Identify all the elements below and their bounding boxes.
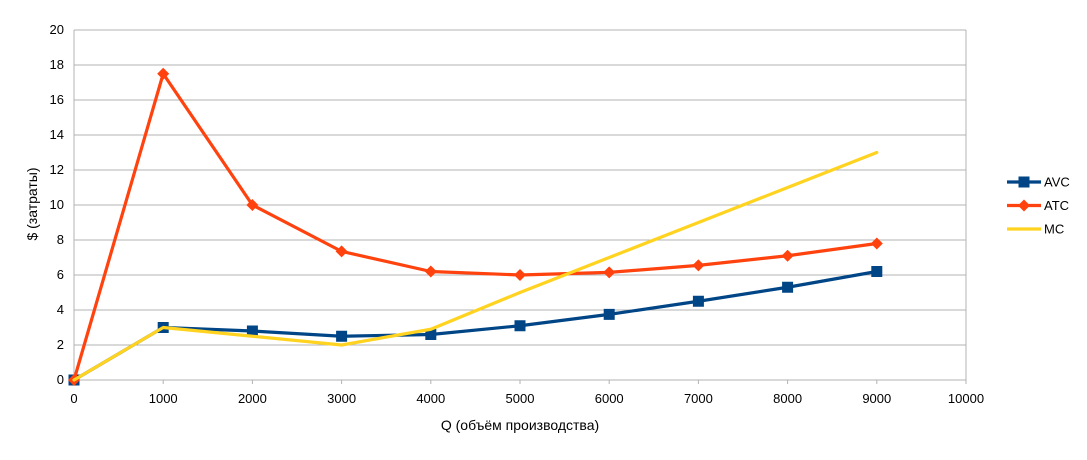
legend-marker (1018, 176, 1030, 188)
series-line-atc (72, 72, 879, 382)
data-point-atc (603, 266, 616, 279)
y-tick-label: 14 (50, 127, 64, 142)
series-line-avc (72, 269, 879, 382)
series-avc (68, 266, 883, 386)
data-point-avc (246, 325, 258, 337)
y-tick-label: 4 (57, 302, 64, 317)
data-point-atc (692, 259, 705, 272)
legend-label: MC (1044, 222, 1064, 237)
data-point-avc (782, 281, 794, 293)
x-tick-label: 9000 (862, 391, 891, 406)
y-tick-label: 16 (50, 92, 64, 107)
legend: AVC ATC MC (1007, 175, 1070, 237)
data-point-atc (335, 245, 348, 258)
data-point-atc (246, 199, 259, 211)
data-point-avc (692, 295, 704, 307)
y-tick-label: 12 (50, 162, 64, 177)
axes (73, 30, 967, 384)
data-point-atc (514, 269, 526, 281)
legend-item-mc: MC (1007, 222, 1064, 237)
y-tick-label: 0 (57, 372, 64, 387)
data-point-atc (870, 237, 883, 250)
x-tick-label: 8000 (773, 391, 802, 406)
data-point-atc (424, 265, 437, 278)
y-tick-label: 18 (50, 57, 64, 72)
legend-label: ATC (1044, 198, 1069, 213)
x-axis-label: Q (объём производства) (441, 417, 599, 433)
grid (74, 29, 966, 381)
data-point-atc (781, 249, 794, 262)
y-tick-label: 6 (57, 267, 64, 282)
x-tick-label: 0 (70, 391, 77, 406)
data-point-avc (514, 320, 526, 332)
tick-labels: 0 2 4 6 8 10 12 14 16 18 20 0 1000 2000 3000 4000 5000 60… (50, 22, 985, 406)
data-point-avc (871, 266, 883, 277)
x-tick-label: 5000 (506, 391, 535, 406)
x-tick-label: 7000 (684, 391, 713, 406)
y-tick-label: 10 (50, 197, 64, 212)
legend-item-avc: AVC (1007, 175, 1070, 190)
data-point-atc (157, 67, 170, 80)
x-tick-label: 1000 (149, 391, 178, 406)
series-atc (68, 67, 883, 386)
x-tick-label: 6000 (595, 391, 624, 406)
y-tick-label: 20 (50, 22, 64, 37)
x-tick-label: 2000 (238, 391, 267, 406)
data-point-avc (425, 329, 437, 340)
y-tick-label: 8 (57, 232, 64, 247)
x-tick-label: 4000 (416, 391, 445, 406)
data-point-avc (336, 330, 348, 342)
legend-item-atc: ATC (1007, 198, 1069, 213)
series-line-mc (72, 150, 879, 382)
y-tick-label: 2 (57, 337, 64, 352)
x-tick-label: 3000 (327, 391, 356, 406)
data-point-avc (603, 308, 615, 320)
y-axis-label: $ (затраты) (24, 167, 40, 240)
legend-marker (1018, 199, 1030, 212)
series-mc (72, 150, 879, 382)
legend-label: AVC (1044, 175, 1070, 190)
x-tick-label: 10000 (948, 391, 984, 406)
series (68, 67, 883, 386)
